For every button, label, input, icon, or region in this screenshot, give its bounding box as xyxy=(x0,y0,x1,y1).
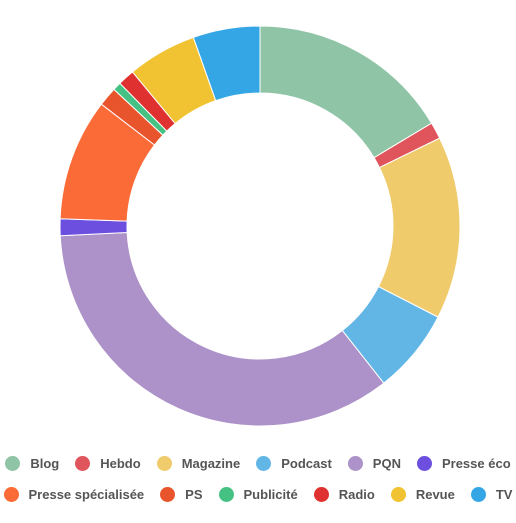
legend-label-revue: Revue xyxy=(415,487,455,502)
legend-label-pqn: PQN xyxy=(372,456,401,471)
legend-item-ps[interactable]: PS xyxy=(160,487,203,502)
legend-swatch-ps xyxy=(160,487,176,502)
legend-swatch-tv xyxy=(470,487,486,502)
slice-blog[interactable] xyxy=(259,25,433,159)
legend-item-radio[interactable]: Radio xyxy=(313,487,375,502)
legend-swatch-presse-eco xyxy=(416,456,432,471)
legend-item-podcast[interactable]: Podcast xyxy=(256,456,332,471)
legend-item-blog[interactable]: Blog xyxy=(5,456,59,471)
legend-item-revue[interactable]: Revue xyxy=(390,487,455,502)
slice-tv[interactable] xyxy=(192,25,261,102)
legend-swatch-hebdo xyxy=(75,456,91,471)
legend-label-hebdo: Hebdo xyxy=(100,456,141,471)
legend-swatch-radio xyxy=(313,487,329,502)
legend-label-blog: Blog xyxy=(30,456,60,471)
legend-swatch-revue xyxy=(390,487,406,502)
legend-swatch-publicite xyxy=(218,487,234,502)
legend-swatch-presse-specialisee xyxy=(3,487,19,502)
donut-chart xyxy=(59,25,461,427)
legend-label-presse-specialisee: Presse spécialisée xyxy=(28,487,145,502)
slice-pqn[interactable] xyxy=(59,231,385,427)
legend-label-magazine: Magazine xyxy=(181,456,241,471)
legend-item-publicite[interactable]: Publicité xyxy=(218,487,298,502)
legend-swatch-pqn xyxy=(347,456,363,471)
legend-label-ps: PS xyxy=(185,487,203,502)
legend-label-tv: TV xyxy=(495,487,513,502)
legend-item-pqn[interactable]: PQN xyxy=(347,456,401,471)
legend-swatch-magazine xyxy=(156,456,172,471)
legend-label-presse-eco: Presse éco xyxy=(441,456,511,471)
legend-row-2: Presse spécialisée PS Publicité Radio Revue T… xyxy=(0,479,516,510)
legend-label-radio: Radio xyxy=(338,487,375,502)
legend-item-magazine[interactable]: Magazine xyxy=(156,456,241,471)
legend-swatch-podcast xyxy=(256,456,272,471)
legend-label-podcast: Podcast xyxy=(281,456,332,471)
legend-item-hebdo[interactable]: Hebdo xyxy=(75,456,141,471)
legend-item-presse-eco[interactable]: Presse éco xyxy=(416,456,511,471)
legend-label-publicite: Publicité xyxy=(243,487,298,502)
legend-item-presse-specialisee[interactable]: Presse spécialisée xyxy=(3,487,145,502)
legend-item-tv[interactable]: TV xyxy=(470,487,513,502)
slice-magazine[interactable] xyxy=(377,137,461,318)
legend-row-1: Blog Hebdo Magazine Podcast PQN Presse éco xyxy=(0,448,516,479)
legend: Blog Hebdo Magazine Podcast PQN Presse éco Pr… xyxy=(0,448,516,518)
legend-swatch-blog xyxy=(5,456,21,471)
